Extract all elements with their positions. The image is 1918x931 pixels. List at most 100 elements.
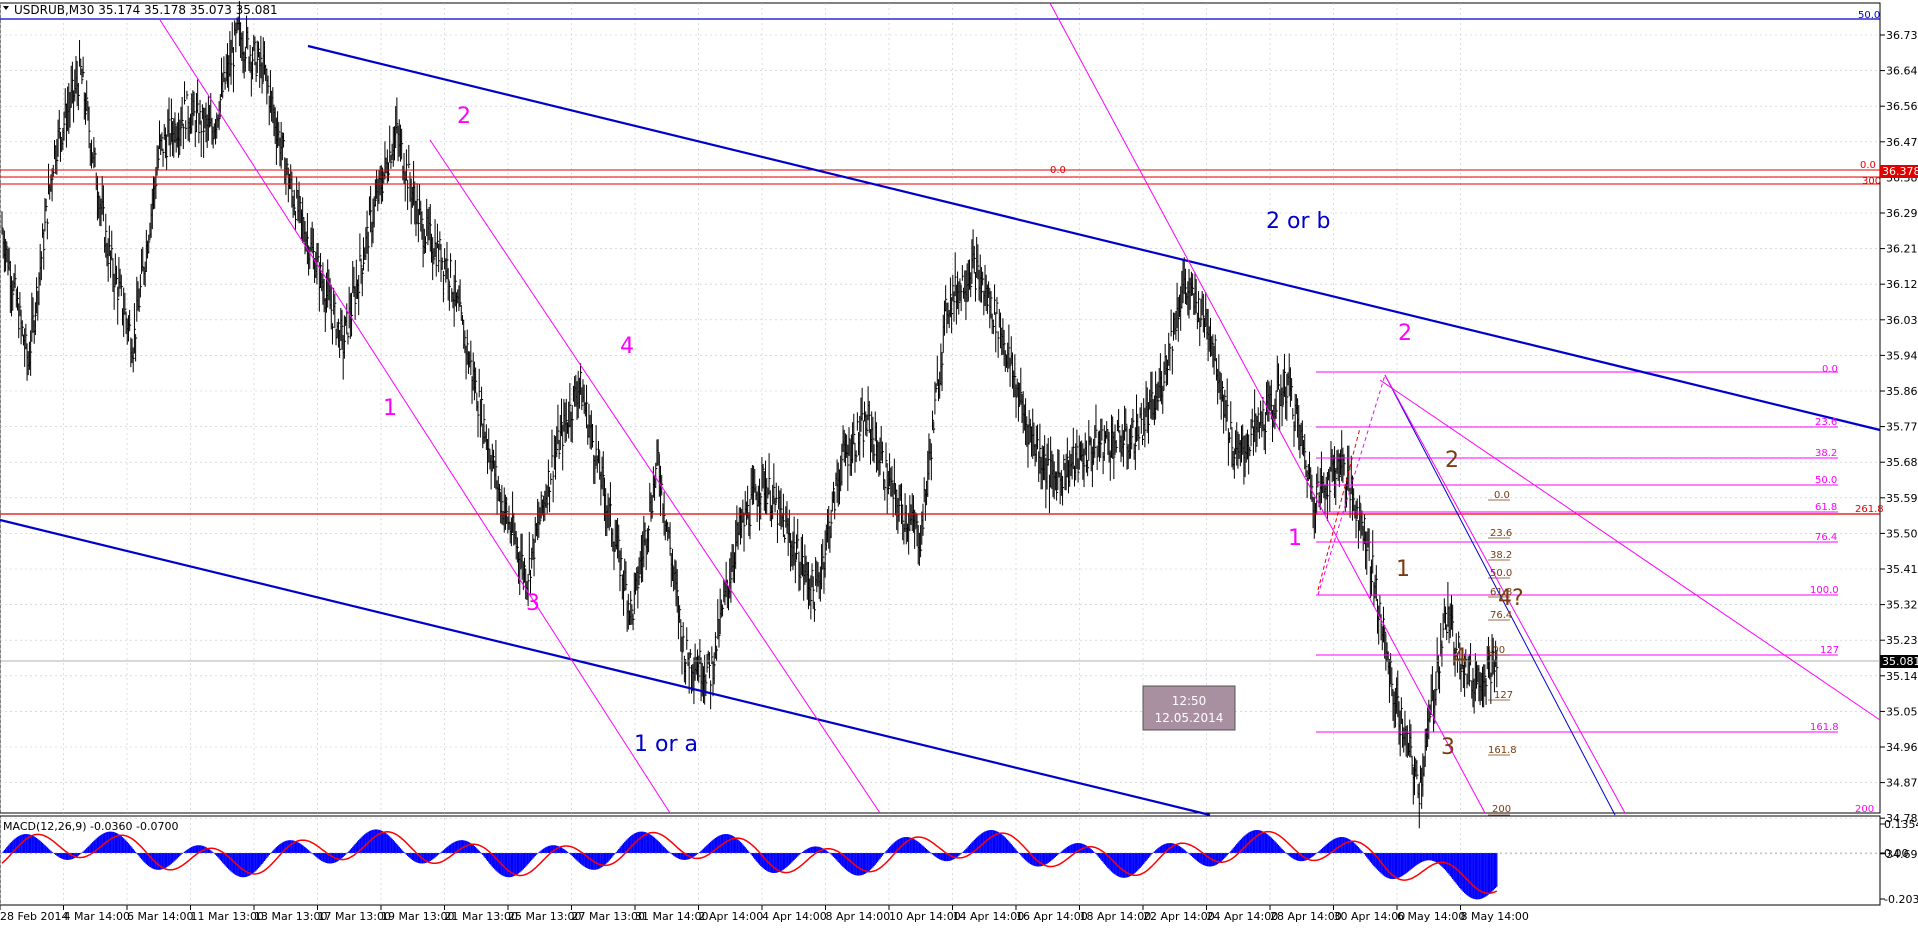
level-price-label: 36.378 bbox=[1882, 165, 1918, 178]
fib-label: 50.0 bbox=[1815, 475, 1837, 486]
date-tick: 11 Mar 13:00 bbox=[191, 910, 264, 923]
wave-label-brown: 1 bbox=[1396, 557, 1410, 582]
fib-small-label: 38.2 bbox=[1490, 550, 1512, 561]
price-tick: 35.410 bbox=[1886, 563, 1918, 576]
date-tick: 6 Mar 14:00 bbox=[127, 910, 193, 923]
price-tick: 35.050 bbox=[1886, 705, 1918, 718]
wave-label-magenta: 1 bbox=[383, 396, 397, 421]
price-axis: 36.73536.64536.56036.47036.38536.29536.2… bbox=[1880, 29, 1918, 861]
fib-label: 127 bbox=[1820, 645, 1839, 656]
date-tick: 2 Apr 14:00 bbox=[699, 910, 764, 923]
macd-tick: 0.1354 bbox=[1884, 818, 1918, 831]
blue-trendline-upper bbox=[307, 44, 1881, 432]
date-tick: 14 Apr 14:00 bbox=[953, 910, 1025, 923]
price-tick: 36.210 bbox=[1886, 243, 1918, 256]
fib-label: 200 bbox=[1855, 804, 1874, 815]
wave-label-magenta: 1 bbox=[1288, 526, 1302, 551]
price-tick: 36.645 bbox=[1886, 65, 1918, 78]
fib-small-label: 100 bbox=[1486, 645, 1505, 656]
macd-signal-line bbox=[1, 830, 1498, 894]
fib-label: 100.0 bbox=[1810, 585, 1839, 596]
price-tick: 35.860 bbox=[1886, 385, 1918, 398]
price-tick: 36.035 bbox=[1886, 314, 1918, 327]
date-tick: 25 Mar 13:00 bbox=[508, 910, 581, 923]
price-tick: 36.295 bbox=[1886, 207, 1918, 220]
price-bars bbox=[1, 1, 1499, 829]
date-tick: 16 Apr 14:00 bbox=[1016, 910, 1088, 923]
date-tick: 24 Apr 14:00 bbox=[1207, 910, 1279, 923]
date-tick: 28 Apr 14:00 bbox=[1270, 910, 1342, 923]
wave-label-brown: 4? bbox=[1498, 586, 1524, 611]
price-tick: 35.680 bbox=[1886, 456, 1918, 469]
price-tick: 35.140 bbox=[1886, 670, 1918, 683]
macd-tick: -0.2039 bbox=[1884, 893, 1918, 906]
price-tick: 34.870 bbox=[1886, 777, 1918, 790]
date-tick: 17 Mar 13:00 bbox=[318, 910, 391, 923]
fib-label: 76.4 bbox=[1815, 532, 1837, 543]
date-tick: 21 Mar 13:00 bbox=[445, 910, 518, 923]
wave-label-brown: 4 bbox=[1453, 645, 1467, 670]
price-tick: 35.230 bbox=[1886, 634, 1918, 647]
wave-label-brown: 3 bbox=[1441, 735, 1455, 760]
date-tick: 4 Apr 14:00 bbox=[762, 910, 827, 923]
price-tick: 35.320 bbox=[1886, 599, 1918, 612]
price-tick: 35.590 bbox=[1886, 492, 1918, 505]
date-tick: 19 Mar 13:00 bbox=[381, 910, 454, 923]
macd-panel[interactable] bbox=[0, 815, 1881, 906]
fib-small-label: 50.0 bbox=[1490, 568, 1512, 579]
fib-small-label: 161.8 bbox=[1488, 745, 1517, 756]
price-tick: 36.560 bbox=[1886, 100, 1918, 113]
date-tick: 4 Mar 14:00 bbox=[64, 910, 130, 923]
date-tick: 10 Apr 14:00 bbox=[889, 910, 961, 923]
macd-histogram bbox=[0, 829, 1880, 900]
fib-small-label: 76.4 bbox=[1490, 610, 1512, 621]
date-tick: 13 Mar 13:00 bbox=[254, 910, 327, 923]
price-tick: 36.470 bbox=[1886, 136, 1918, 149]
wave-label-magenta: 4 bbox=[620, 334, 634, 359]
current-price-badge bbox=[1880, 655, 1918, 668]
date-tick: 8 May 14:00 bbox=[1461, 910, 1529, 923]
price-tick: 35.770 bbox=[1886, 421, 1918, 434]
price-tick: 34.690 bbox=[1886, 848, 1918, 861]
magenta-channel-line bbox=[429, 139, 881, 814]
fib-small-label: 127 bbox=[1494, 690, 1513, 701]
date-tick: 27 Mar 13:00 bbox=[572, 910, 645, 923]
chart-header: USDRUB,M30 35.174 35.178 35.073 35.081 bbox=[14, 3, 278, 17]
date-tick: 18 Apr 14:00 bbox=[1080, 910, 1152, 923]
macd-label: MACD(12,26,9) -0.0360 -0.0700 bbox=[3, 820, 178, 833]
fib-label: 161.8 bbox=[1810, 722, 1839, 733]
time-tooltip-date: 12.05.2014 bbox=[1155, 711, 1224, 725]
time-tooltip bbox=[1142, 685, 1236, 731]
price-panel[interactable] bbox=[0, 2, 1881, 814]
date-tick: 28 Feb 2014 bbox=[0, 910, 68, 923]
date-tick: 31 Mar 14:00 bbox=[635, 910, 708, 923]
macd-tick: 0.00 bbox=[1884, 847, 1909, 860]
magenta-channel-line bbox=[159, 19, 671, 814]
date-tick: 8 Apr 14:00 bbox=[826, 910, 891, 923]
fib-label: 50.0 bbox=[1858, 10, 1880, 21]
price-tick: 36.735 bbox=[1886, 29, 1918, 42]
blue-trendline-lower bbox=[0, 518, 1211, 817]
fib-label: 0.0 bbox=[1860, 160, 1876, 171]
fib-small-label: 61.8 bbox=[1490, 587, 1512, 598]
fib-label: 61.8 bbox=[1815, 502, 1837, 513]
date-tick: 22 Apr 14:00 bbox=[1143, 910, 1215, 923]
wave-label-magenta: 3 bbox=[526, 591, 540, 616]
fib-small-label: 0.0 bbox=[1494, 490, 1510, 501]
price-tick: 35.500 bbox=[1886, 527, 1918, 540]
fib-label: 38.2 bbox=[1815, 448, 1837, 459]
wave-label-magenta: 2 bbox=[457, 104, 471, 129]
fib-small-label: 200 bbox=[1492, 804, 1511, 815]
magenta-dashed-line bbox=[1317, 374, 1386, 596]
fib-label: 23.6 bbox=[1815, 417, 1837, 428]
price-tick: 35.945 bbox=[1886, 349, 1918, 362]
wave-label-magenta: 2 bbox=[1398, 321, 1412, 346]
price-tick: 34.960 bbox=[1886, 741, 1918, 754]
magenta-channel-line bbox=[1379, 379, 1881, 721]
fib-label: 0.0 bbox=[1050, 165, 1066, 176]
fib-label: 300 bbox=[1862, 176, 1881, 187]
current-price-label: 35.081 bbox=[1882, 655, 1918, 668]
fib-label: 0.0 bbox=[1822, 364, 1838, 375]
